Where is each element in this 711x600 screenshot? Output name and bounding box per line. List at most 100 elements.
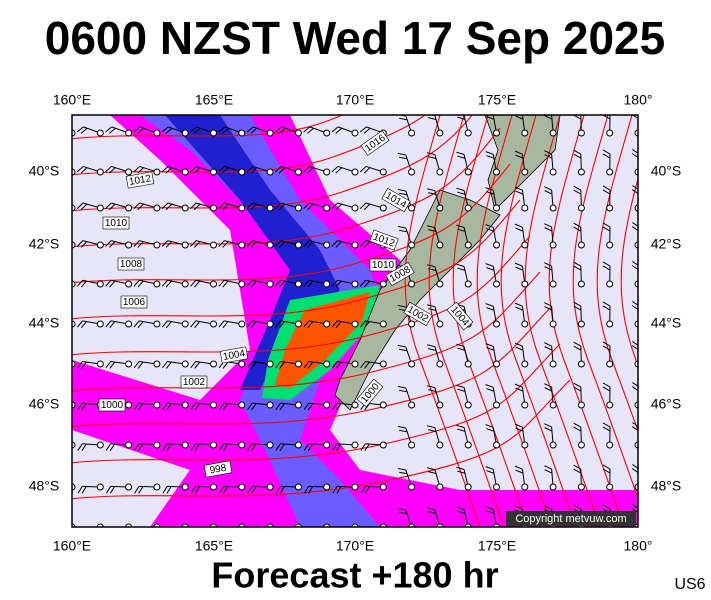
station [521, 241, 529, 249]
barb-stroke [331, 279, 338, 287]
barb-stroke [602, 301, 611, 307]
barb-stroke [399, 192, 408, 196]
barb-stroke [72, 360, 73, 365]
barb-stroke [544, 150, 552, 155]
station [351, 280, 359, 288]
barb-stroke [279, 403, 285, 411]
barb-stroke [360, 320, 366, 328]
barb-stroke [632, 261, 638, 267]
barb-stroke [515, 266, 524, 271]
barb-stroke [251, 443, 257, 452]
barb-stroke [363, 321, 370, 329]
isobar-label-box [403, 301, 433, 327]
barb-stroke [250, 280, 257, 288]
station [181, 360, 189, 368]
barb-stroke [573, 305, 582, 311]
barb-stroke [250, 167, 258, 174]
wind-barb [49, 360, 73, 368]
barb-stroke [278, 167, 286, 174]
station [521, 168, 529, 176]
barb-stroke [632, 185, 638, 191]
station [436, 320, 444, 328]
barb-stroke [222, 167, 229, 174]
barb-stroke [399, 348, 408, 352]
barb-stroke [428, 117, 437, 121]
barb-stroke [85, 526, 87, 527]
barb-stroke [190, 166, 197, 173]
station [436, 441, 444, 449]
barb-stroke [278, 127, 286, 134]
barb-stroke [515, 346, 524, 351]
station [549, 241, 557, 249]
barb-stroke [137, 127, 145, 134]
station [210, 483, 217, 491]
station [294, 483, 302, 491]
barb-stroke [81, 361, 87, 369]
lon-label: 180° [624, 92, 653, 108]
barb-stroke [363, 241, 371, 248]
barb-stroke [426, 188, 436, 192]
station [323, 320, 331, 328]
station [464, 280, 472, 288]
barb-stroke [335, 127, 343, 134]
station [577, 360, 585, 368]
barb-stroke [193, 167, 201, 174]
station [210, 129, 217, 137]
barb-stroke [457, 388, 466, 392]
barb-stroke [109, 486, 116, 494]
barb-stroke [218, 402, 225, 410]
station [549, 320, 557, 328]
barb-stroke [632, 222, 638, 228]
wind-barb [72, 279, 73, 285]
lon-label: 170°E [336, 92, 374, 108]
barb-stroke [275, 402, 281, 410]
station [323, 360, 331, 368]
station [606, 129, 614, 137]
station [96, 168, 104, 176]
barb-stroke [457, 470, 466, 474]
barb-stroke [137, 203, 144, 211]
barb-stroke [275, 486, 281, 494]
barb-stroke [251, 403, 257, 411]
station [294, 320, 302, 328]
barb-stroke [428, 308, 437, 312]
barb-stroke [109, 443, 116, 452]
barb-stroke [359, 166, 367, 173]
station [379, 441, 387, 449]
map-area [49, 115, 638, 527]
barb-stroke [247, 443, 253, 451]
wind-barb [308, 526, 327, 527]
barb-stroke [53, 127, 59, 135]
station [464, 401, 472, 409]
barb-stroke [359, 279, 367, 287]
barb-stroke [426, 152, 436, 156]
station [294, 360, 302, 368]
isobar [548, 115, 625, 527]
barb-stroke [133, 126, 141, 133]
barb-stroke [399, 471, 408, 475]
barb-stroke [514, 505, 523, 510]
barb-stroke [190, 361, 197, 369]
isobar-label: 1006 [123, 297, 146, 308]
station [294, 129, 302, 137]
station [266, 241, 274, 249]
barb-stroke [161, 166, 169, 173]
station [464, 129, 472, 137]
station [125, 204, 133, 212]
barb-stroke [49, 361, 54, 368]
station [210, 401, 217, 409]
barb-stroke [162, 486, 168, 494]
station [96, 320, 104, 328]
station [464, 360, 472, 368]
station [125, 320, 133, 328]
station [436, 168, 444, 176]
station [210, 320, 217, 328]
barb-stroke [514, 342, 523, 347]
barb-stroke [573, 301, 582, 307]
station [606, 360, 614, 368]
barb-stroke [573, 386, 582, 392]
station [464, 441, 472, 449]
station [408, 320, 416, 328]
lon-label: 160°E [53, 92, 91, 108]
barb-stroke [573, 464, 582, 470]
